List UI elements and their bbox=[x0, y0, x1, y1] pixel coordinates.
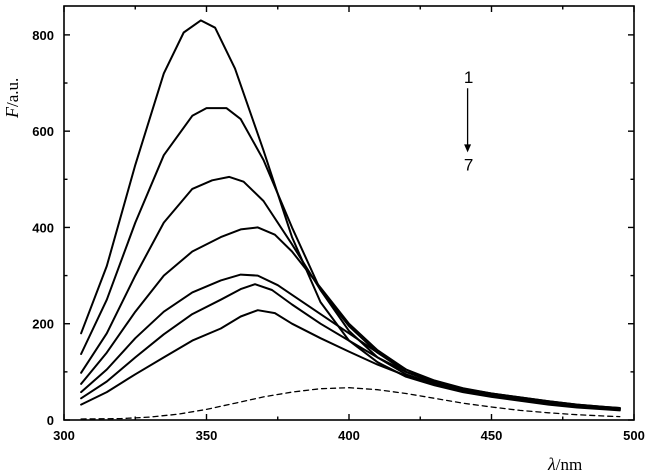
y-tick-label: 600 bbox=[32, 124, 54, 139]
x-tick-label: 400 bbox=[338, 428, 360, 443]
y-tick-label: 200 bbox=[32, 317, 54, 332]
annotation-arrow-head bbox=[464, 144, 472, 153]
y-tick-label: 800 bbox=[32, 28, 54, 43]
y-tick-label: 0 bbox=[47, 413, 54, 428]
annotation-end-label: 7 bbox=[464, 155, 473, 174]
x-tick-label: 450 bbox=[481, 428, 503, 443]
x-tick-label: 300 bbox=[53, 428, 75, 443]
x-axis-unit: /nm bbox=[556, 455, 582, 474]
series-line-4 bbox=[80, 226, 621, 410]
series-line-2 bbox=[80, 107, 621, 411]
annotation-group: 17 bbox=[464, 68, 473, 174]
series-line-dashed bbox=[80, 387, 621, 420]
plot-frame bbox=[63, 5, 635, 421]
y-axis-unit: /a.u. bbox=[3, 78, 22, 107]
series-line-7 bbox=[80, 309, 621, 410]
x-axis-label: λ/nm bbox=[547, 454, 582, 474]
x-tick-label: 350 bbox=[196, 428, 218, 443]
series-line-3 bbox=[80, 175, 621, 410]
series-line-6 bbox=[80, 283, 621, 409]
y-axis-label: F/a.u. bbox=[2, 78, 22, 119]
x-axis-symbol: λ bbox=[547, 454, 556, 474]
plot-axes: 300 350 400 450 500 0 200 400 600 800 bbox=[32, 5, 645, 443]
series-group bbox=[80, 19, 621, 420]
y-tick-label: 400 bbox=[32, 220, 54, 235]
y-axis-symbol: F bbox=[2, 106, 22, 119]
x-tick-label: 500 bbox=[623, 428, 645, 443]
annotation-start-label: 1 bbox=[464, 68, 473, 87]
